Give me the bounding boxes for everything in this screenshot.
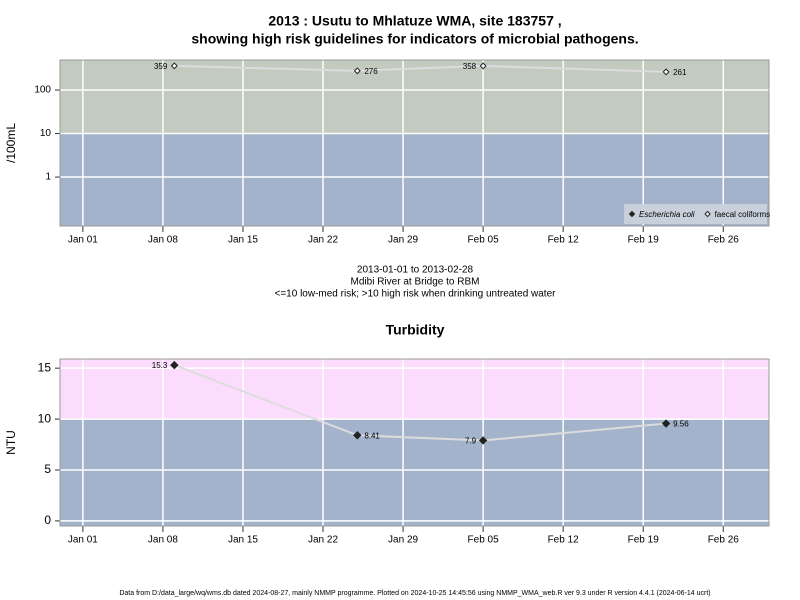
plot-frame: [59, 59, 770, 227]
legend-label: Escherichia coli: [639, 210, 695, 219]
caption-note: 2013-01-01 to 2013-02-28: [357, 265, 474, 276]
x-tick-label: Jan 15: [228, 535, 258, 546]
legend-marker: [704, 210, 711, 218]
legend-label: faecal coliforms: [715, 210, 771, 219]
x-tick-label: Jan 29: [388, 535, 418, 546]
chart-subtitle: showing high risk guidelines for indicat…: [191, 31, 638, 47]
data-point: [170, 360, 179, 370]
data-point: [478, 436, 488, 445]
y-tick-label: 10: [38, 411, 52, 425]
data-label: 276: [364, 67, 378, 76]
data-label: 358: [463, 62, 477, 71]
x-tick-label: Jan 29: [388, 235, 418, 246]
footer: Data from D:/data_large/wq/wms.db dated …: [119, 590, 710, 597]
x-tick-label: Jan 01: [68, 535, 98, 546]
x-tick-label: Jan 08: [148, 535, 178, 546]
x-tick-label: Jan 01: [68, 235, 98, 246]
y-tick-label: 15: [38, 360, 52, 374]
x-tick-label: Jan 22: [308, 235, 338, 246]
y-tick-label: 10: [40, 128, 52, 139]
y-tick-label: 0: [44, 513, 51, 527]
x-tick-label: Feb 19: [628, 535, 660, 546]
series-line: [173, 364, 667, 442]
data-label: 359: [154, 62, 168, 71]
legend-marker: [628, 210, 636, 218]
data-label: 9.56: [673, 420, 689, 429]
chart-title: 2013 : Usutu to Mhlatuze WMA, site 18375…: [268, 13, 561, 29]
chart-title: Turbidity: [386, 322, 445, 338]
y-axis-label: /100mL: [4, 123, 18, 163]
data-point: [353, 67, 361, 75]
y-tick-label: 1: [45, 172, 51, 183]
x-tick-label: Feb 12: [548, 235, 580, 246]
caption-note: <=10 low-med risk; >10 high risk when dr…: [275, 289, 557, 300]
low-risk-band: [60, 419, 769, 526]
x-tick-label: Jan 15: [228, 235, 258, 246]
data-label: 7.9: [465, 437, 477, 446]
caption-note: Mdibi River at Bridge to RBM: [351, 277, 480, 288]
y-axis-label: NTU: [4, 430, 18, 455]
x-tick-label: Feb 05: [468, 535, 500, 546]
data-point: [353, 431, 362, 440]
x-tick-label: Feb 19: [628, 235, 660, 246]
x-tick-label: Jan 22: [308, 535, 338, 546]
data-label: 15.3: [152, 361, 168, 370]
series-line: [174, 64, 667, 73]
data-label: 261: [673, 68, 687, 77]
data-point: [170, 62, 178, 70]
data-point: [661, 419, 671, 428]
legend-box: [624, 204, 767, 224]
x-tick-label: Feb 26: [708, 235, 740, 246]
plot-frame: [59, 358, 770, 527]
y-tick-label: 5: [44, 462, 51, 476]
high-risk-band: [60, 359, 769, 420]
y-tick-label: 100: [34, 85, 51, 96]
x-tick-label: Feb 12: [548, 535, 580, 546]
x-tick-label: Jan 08: [148, 235, 178, 246]
data-label: 8.41: [364, 431, 380, 440]
data-point: [479, 62, 487, 70]
x-tick-label: Feb 26: [708, 535, 740, 546]
data-point: [662, 68, 670, 76]
x-tick-label: Feb 05: [468, 235, 500, 246]
